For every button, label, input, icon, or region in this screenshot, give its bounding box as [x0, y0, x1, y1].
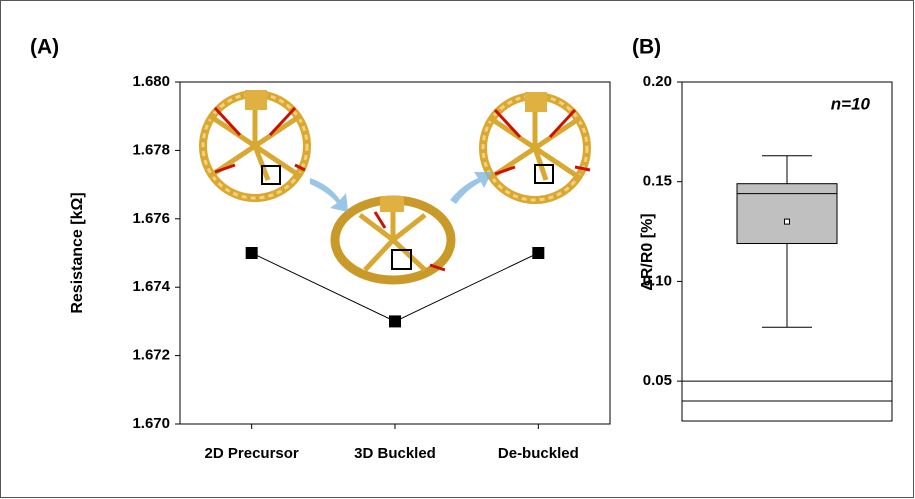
box — [737, 184, 837, 244]
data-marker — [389, 315, 401, 327]
data-marker — [532, 247, 544, 259]
y-tick-label: 0.05 — [643, 372, 672, 389]
mean — [785, 219, 790, 224]
y-tick-label: 1.678 — [132, 141, 170, 158]
x-tick-label: De-buckled — [498, 445, 579, 462]
y-tick-label: 1.674 — [132, 278, 170, 295]
y-tick-label: 1.680 — [132, 73, 170, 90]
figure: (A) (B) Resistance [kΩ] ΔR/R0 [%] n=10 — [0, 0, 915, 499]
panel-label: (A) — [30, 36, 59, 59]
y-tick-label: 1.676 — [132, 210, 170, 227]
y-tick-label: 0.20 — [643, 73, 672, 90]
y-tick-label: 0.10 — [643, 272, 672, 289]
y-tick-label: 1.672 — [132, 347, 170, 364]
data-marker — [246, 247, 258, 259]
y-axis-title: Resistance [kΩ] — [69, 192, 86, 313]
annotation: n=10 — [831, 94, 871, 113]
y-tick-label: 0.15 — [643, 173, 672, 190]
y-tick-label: 1.670 — [132, 415, 170, 432]
x-tick-label: 3D Buckled — [354, 445, 436, 462]
panel-label: (B) — [632, 36, 661, 59]
x-tick-label: 2D Precursor — [205, 445, 299, 462]
